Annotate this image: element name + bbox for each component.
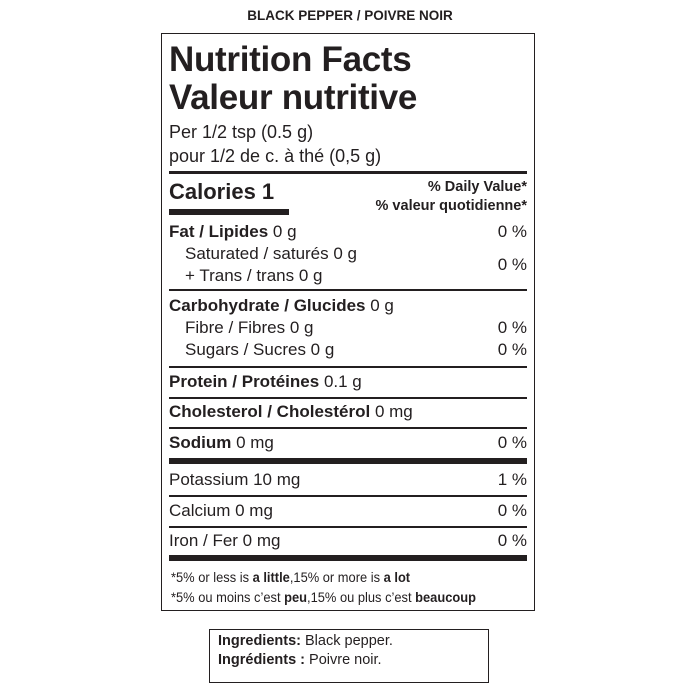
serving-en: Per 1/2 tsp (0.5 g) xyxy=(169,122,314,142)
nutrition-facts-panel xyxy=(161,33,535,611)
ingredients-box: Ingredients: Black pepper. Ingrédients :… xyxy=(209,629,489,683)
divider xyxy=(169,397,527,399)
calories-bar xyxy=(169,209,289,215)
divider xyxy=(169,427,527,429)
ingredients-fr: Ingrédients : Poivre noir. xyxy=(218,652,382,668)
ingredients-en: Ingredients: Black pepper. xyxy=(218,633,393,649)
divider xyxy=(169,495,527,497)
divider xyxy=(169,526,527,528)
serving-fr: pour 1/2 de c. à thé (0,5 g) xyxy=(169,146,382,166)
divider xyxy=(169,289,527,291)
title-en: Nutrition Facts xyxy=(169,40,412,79)
daily-value-en: % Daily Value* xyxy=(427,179,527,195)
thick-divider xyxy=(169,458,527,464)
footnote-fr: *5% ou moins c’est peu,15% ou plus c’est… xyxy=(171,589,476,605)
calories: Calories 1 xyxy=(169,179,275,204)
title-fr: Valeur nutritive xyxy=(169,78,418,117)
divider xyxy=(169,366,527,368)
divider xyxy=(169,171,527,174)
daily-value-fr: % valeur quotidienne* xyxy=(375,198,527,214)
product-name: BLACK PEPPER / POIVRE NOIR xyxy=(247,8,453,23)
footnote-en: *5% or less is a little,15% or more is a… xyxy=(171,569,411,585)
thick-divider xyxy=(169,555,527,561)
